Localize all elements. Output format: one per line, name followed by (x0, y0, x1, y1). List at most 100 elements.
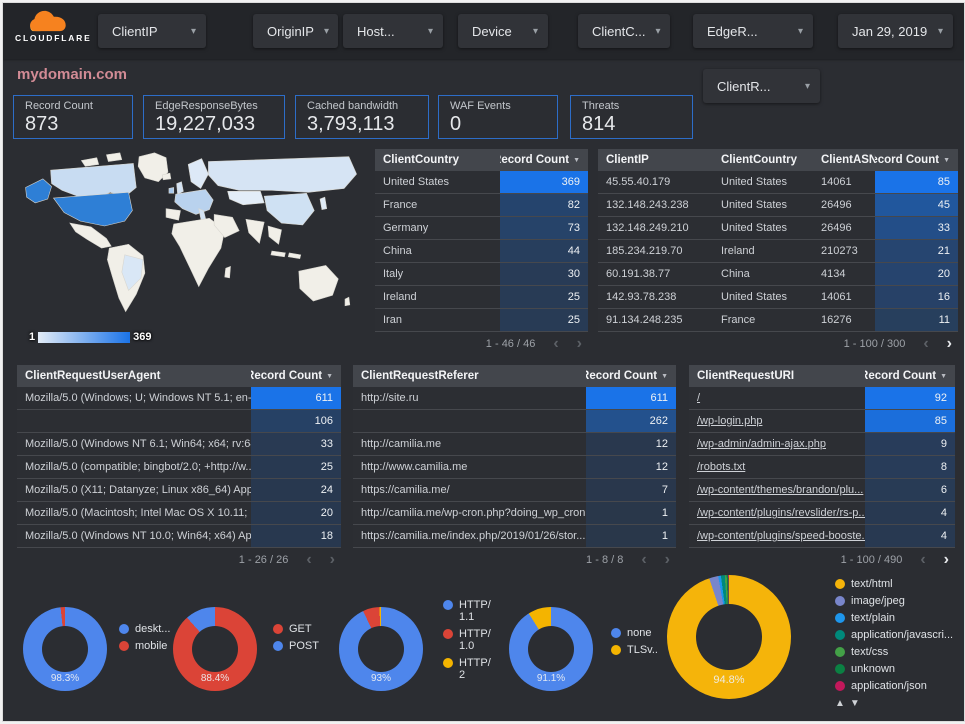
metric-cell: 11 (875, 309, 958, 331)
dimension-cell[interactable]: /wp-content/plugins/revslider/rs-p... (697, 507, 865, 519)
chevron-right-icon[interactable]: › (943, 551, 949, 568)
metric-cell: 85 (875, 171, 958, 193)
scorecard-waf-events: WAF Events 0 (438, 95, 558, 139)
column-header-record-count[interactable]: Record Count▼ (251, 370, 341, 382)
filter-chip-label: OriginIP (267, 23, 314, 39)
dimension-cell: China (721, 268, 750, 280)
dimension-cell: 132.148.249.210 (606, 222, 689, 234)
world-map[interactable] (13, 149, 373, 327)
column-header-record-count[interactable]: Record Count▼ (875, 154, 958, 166)
donut-chart-5[interactable]: 94.8% (667, 575, 791, 699)
scorecard-threats: Threats 814 (570, 95, 693, 139)
table-header-row: ClientRequestUserAgent Record Count ▼ (17, 365, 341, 387)
dimension-cell: 185.234.219.70 (606, 245, 683, 257)
filter-chip-jan-29-2019[interactable]: Jan 29, 2019 ▾ (838, 14, 953, 48)
legend-item-text-html: text/html (835, 578, 957, 590)
column-header-label: ClientRequestUserAgent (25, 370, 161, 382)
table-row: /wp-login.php 85 (689, 410, 955, 433)
chevron-right-icon[interactable]: › (946, 335, 952, 352)
chevron-right-icon[interactable]: › (664, 551, 670, 568)
metric-cell: 611 (251, 387, 341, 409)
legend-color-dot (835, 596, 845, 606)
scorecard-label: Cached bandwidth (307, 100, 399, 112)
dimension-cell: United States (721, 199, 788, 211)
filter-chip-clientr[interactable]: ClientR... ▾ (703, 69, 820, 103)
column-header-record-count[interactable]: Record Count▼ (865, 370, 955, 382)
dimension-cell: https://camilia.me/index.php/2019/01/26/… (361, 530, 586, 542)
column-header-clientcountry: ClientCountry (375, 154, 500, 166)
metric-cell: 33 (875, 217, 958, 239)
chevron-right-icon[interactable]: › (576, 335, 582, 352)
dimension-cell[interactable]: /wp-admin/admin-ajax.php (697, 438, 827, 450)
dimension-cell: Iran (383, 314, 402, 326)
table-row: 106 (17, 410, 341, 433)
chevron-left-icon[interactable]: ‹ (920, 551, 926, 568)
column-header-label: Record Count (251, 370, 323, 382)
chevron-left-icon[interactable]: ‹ (306, 551, 312, 568)
dimension-cell: http://www.camilia.me (361, 461, 468, 473)
legend-color-dot (611, 645, 621, 655)
filter-chip-clientip[interactable]: ClientIP ▾ (98, 14, 206, 48)
column-header-label: ClientRequestURI (697, 370, 795, 382)
top-filter-bar: CLOUDFLARE ClientIP ▾ OriginIP ▾ Host... ▾ Dev… (3, 3, 964, 59)
metric-cell: 4 (865, 502, 955, 524)
donut-chart-4[interactable]: 91.1% (509, 607, 593, 691)
donut-legend-1: deskt... mobile (119, 623, 191, 657)
chevron-left-icon[interactable]: ‹ (923, 335, 929, 352)
metric-cell: 12 (586, 433, 676, 455)
donut-chart-3[interactable]: 93% (339, 607, 423, 691)
scorecard-value: 0 (450, 113, 462, 135)
dimension-cell: 210273 (821, 245, 858, 257)
dimension-cell: 14061 (821, 291, 852, 303)
triangle-down-icon[interactable]: ▼ (849, 698, 860, 709)
dimension-cell: Mozilla/5.0 (compatible; bingbot/2.0; +h… (25, 461, 251, 473)
dimension-cell[interactable]: /wp-content/themes/brandon/plu... (697, 484, 864, 496)
donut-percent-label: 94.8% (713, 674, 745, 686)
triangle-up-icon[interactable]: ▲ (835, 698, 845, 709)
legend-color-dot (273, 624, 283, 634)
table-row: Mozilla/5.0 (X11; Datanyze; Linux x86_64… (17, 479, 341, 502)
metric-cell: 12 (586, 456, 676, 478)
metric-cell: 82 (500, 194, 588, 216)
filter-chip-host[interactable]: Host... ▾ (343, 14, 443, 48)
table-row: China 44 (375, 240, 588, 263)
map-color-scale: 1 369 (29, 331, 151, 343)
scorecard-value: 3,793,113 (307, 113, 395, 135)
chevron-left-icon[interactable]: ‹ (553, 335, 559, 352)
dimension-cell: https://camilia.me/ (361, 484, 450, 496)
metric-cell: 20 (251, 502, 341, 524)
chevron-right-icon[interactable]: › (329, 551, 335, 568)
column-header-label: Record Count (586, 370, 658, 382)
chevron-down-icon: ▾ (190, 25, 196, 37)
filter-chip-edger[interactable]: EdgeR... ▾ (693, 14, 813, 48)
scorecard-label: Record Count (25, 100, 93, 112)
legend-label: text/plain (851, 612, 896, 624)
table-row: 142.93.78.238 United States 14061 16 (598, 286, 958, 309)
legend-item-text-plain: text/plain (835, 612, 957, 624)
column-header-label: Record Count (875, 154, 940, 166)
donut-chart-2[interactable]: 88.4% (173, 607, 257, 691)
table-pagination: 1 - 100 / 300 ‹ › (598, 332, 958, 356)
chevron-left-icon[interactable]: ‹ (641, 551, 647, 568)
table-pagination: 1 - 100 / 490 ‹ › (689, 548, 955, 572)
dimension-cell: Germany (383, 222, 429, 234)
geo-map-panel: 1 369 (13, 149, 373, 349)
dimension-cell[interactable]: /wp-content/plugins/speed-booste... (697, 530, 865, 542)
filter-chip-clientc[interactable]: ClientC... ▾ (578, 14, 670, 48)
column-header-record-count[interactable]: Record Count▼ (500, 154, 588, 166)
dimension-cell[interactable]: / (697, 392, 701, 404)
donut-legend-2: GET POST (273, 623, 345, 657)
donut-chart-1[interactable]: 98.3% (23, 607, 107, 691)
table-pagination: 1 - 8 / 8 ‹ › (353, 548, 676, 572)
metric-cell: 611 (586, 387, 676, 409)
dimension-cell[interactable]: /robots.txt (697, 461, 746, 473)
filter-chip-originip[interactable]: OriginIP ▾ (253, 14, 338, 48)
filter-chip-device[interactable]: Device ▾ (458, 14, 548, 48)
dimension-cell[interactable]: /wp-login.php (697, 415, 763, 427)
column-header-record-count[interactable]: Record Count▼ (586, 370, 676, 382)
dimension-cell: France (383, 199, 418, 211)
metric-cell: 25 (251, 456, 341, 478)
legend-color-dot (119, 641, 129, 651)
legend-item-text-css: text/css (835, 646, 957, 658)
